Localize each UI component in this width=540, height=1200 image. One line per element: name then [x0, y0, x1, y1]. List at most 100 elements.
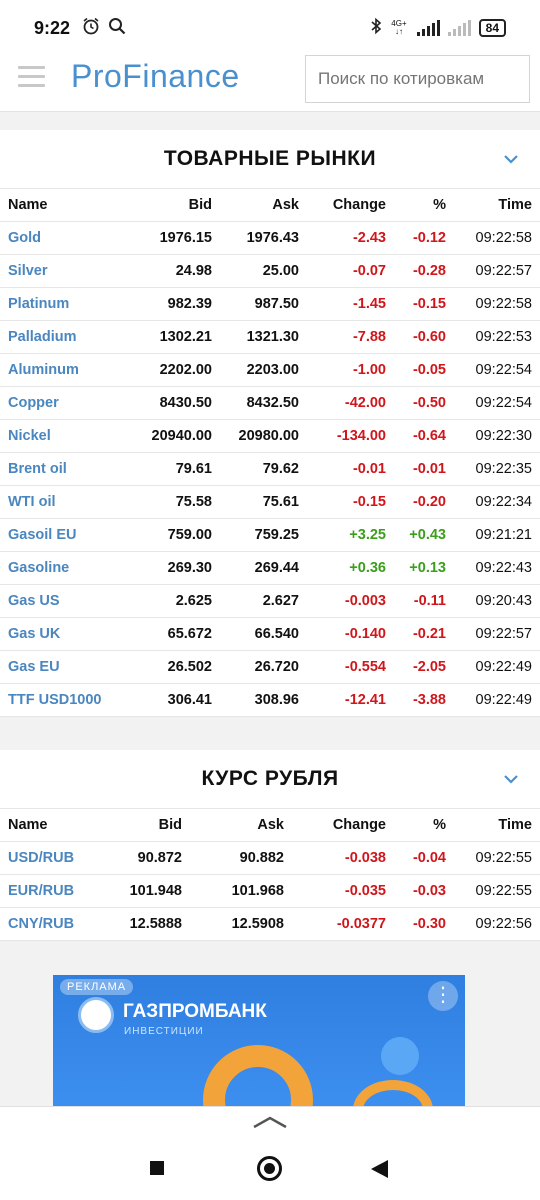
table-row[interactable]: Gas US 2.625 2.627 -0.003 -0.11 09:20:43: [0, 584, 540, 618]
percent-value: +0.43: [386, 518, 446, 552]
ad-banner[interactable]: РЕКЛАМА ГАЗПРОМБАНК ИНВЕСТИЦИИ ⋮: [53, 975, 465, 1110]
column-header[interactable]: Bid: [120, 188, 212, 222]
table-row[interactable]: Platinum 982.39 987.50 -1.45 -0.15 09:22:58: [0, 287, 540, 321]
bid-value: 26.502: [120, 650, 212, 684]
menu-icon[interactable]: [18, 66, 45, 88]
system-navigation-bar: [0, 1106, 540, 1200]
table-row[interactable]: Copper 8430.50 8432.50 -42.00 -0.50 09:22:54: [0, 386, 540, 420]
percent-value: -0.50: [386, 386, 446, 420]
table-row[interactable]: EUR/RUB 101.948 101.968 -0.035 -0.03 09:22:55: [0, 874, 540, 908]
table-row[interactable]: Gas UK 65.672 66.540 -0.140 -0.21 09:22:57: [0, 617, 540, 651]
home-icon[interactable]: [257, 1156, 282, 1181]
table-row[interactable]: Brent oil 79.61 79.62 -0.01 -0.01 09:22:35: [0, 452, 540, 486]
instrument-name[interactable]: CNY/RUB: [0, 907, 90, 941]
column-header[interactable]: Name: [0, 188, 120, 222]
network-type: 4G+ ↓↑: [391, 19, 407, 36]
instrument-name[interactable]: Aluminum: [0, 353, 120, 387]
search-input[interactable]: [305, 55, 530, 103]
instrument-name[interactable]: Gas UK: [0, 617, 120, 651]
change-value: -0.035: [284, 874, 386, 908]
change-value: +0.36: [299, 551, 386, 585]
bid-value: 2202.00: [120, 353, 212, 387]
column-header[interactable]: Name: [0, 808, 90, 842]
table-row[interactable]: Gas EU 26.502 26.720 -0.554 -2.05 09:22:49: [0, 650, 540, 684]
instrument-name[interactable]: Gasoil EU: [0, 518, 120, 552]
change-value: -1.00: [299, 353, 386, 387]
app-header: ProFinance: [0, 46, 540, 112]
section-title: ТОВАРНЫЕ РЫНКИ: [0, 130, 540, 188]
time-value: 09:22:49: [446, 683, 540, 717]
bid-value: 306.41: [120, 683, 212, 717]
change-value: -0.003: [299, 584, 386, 618]
ask-value: 759.25: [212, 518, 299, 552]
table-row[interactable]: TTF USD1000 306.41 308.96 -12.41 -3.88 09:22:…: [0, 683, 540, 717]
percent-value: -0.03: [386, 874, 446, 908]
ad-tag: РЕКЛАМА: [60, 979, 134, 995]
time-value: 09:22:58: [446, 287, 540, 321]
ask-value: 1976.43: [212, 221, 299, 255]
ask-value: 12.5908: [182, 907, 284, 941]
table-row[interactable]: Gold 1976.15 1976.43 -2.43 -0.12 09:22:58: [0, 221, 540, 255]
instrument-name[interactable]: Silver: [0, 254, 120, 288]
table-row[interactable]: CNY/RUB 12.5888 12.5908 -0.0377 -0.30 09:22:5…: [0, 907, 540, 941]
ruble-table: Name Bid Ask Change % Time USD/RUB 90.872…: [0, 808, 540, 941]
bid-value: 982.39: [120, 287, 212, 321]
column-header[interactable]: %: [386, 808, 446, 842]
column-header[interactable]: Time: [446, 188, 540, 222]
instrument-name[interactable]: Gold: [0, 221, 120, 255]
column-header[interactable]: Change: [299, 188, 386, 222]
chevron-up-icon[interactable]: [252, 1115, 288, 1129]
column-header[interactable]: %: [386, 188, 446, 222]
time-value: 09:22:34: [446, 485, 540, 519]
bid-value: 1302.21: [120, 320, 212, 354]
instrument-name[interactable]: Brent oil: [0, 452, 120, 486]
table-row[interactable]: Gasoline 269.30 269.44 +0.36 +0.13 09:22:43: [0, 551, 540, 585]
instrument-name[interactable]: Gas US: [0, 584, 120, 618]
more-options-icon[interactable]: ⋮: [428, 981, 458, 1011]
ad-graphic: [203, 1045, 313, 1110]
commodities-card: ТОВАРНЫЕ РЫНКИ Name Bid Ask Change % Tim…: [0, 130, 540, 717]
instrument-name[interactable]: Gasoline: [0, 551, 120, 585]
table-row[interactable]: Palladium 1302.21 1321.30 -7.88 -0.60 09:22:5…: [0, 320, 540, 354]
instrument-name[interactable]: Copper: [0, 386, 120, 420]
column-header[interactable]: Ask: [212, 188, 299, 222]
bid-value: 90.872: [90, 841, 182, 875]
time-value: 09:22:58: [446, 221, 540, 255]
search-icon: [108, 17, 126, 40]
table-row[interactable]: Aluminum 2202.00 2203.00 -1.00 -0.05 09:22:54: [0, 353, 540, 387]
table-row[interactable]: Nickel 20940.00 20980.00 -134.00 -0.64 09:22:…: [0, 419, 540, 453]
ask-value: 25.00: [212, 254, 299, 288]
column-header[interactable]: Ask: [182, 808, 284, 842]
instrument-name[interactable]: WTI oil: [0, 485, 120, 519]
instrument-name[interactable]: EUR/RUB: [0, 874, 90, 908]
instrument-name[interactable]: Nickel: [0, 419, 120, 453]
time-value: 09:22:54: [446, 353, 540, 387]
time-value: 09:20:43: [446, 584, 540, 618]
instrument-name[interactable]: TTF USD1000: [0, 683, 120, 717]
back-icon[interactable]: [371, 1160, 388, 1178]
instrument-name[interactable]: Palladium: [0, 320, 120, 354]
table-row[interactable]: Silver 24.98 25.00 -0.07 -0.28 09:22:57: [0, 254, 540, 288]
bid-value: 101.948: [90, 874, 182, 908]
ad-subtitle: ИНВЕСТИЦИИ: [124, 1026, 204, 1037]
logo[interactable]: ProFinance: [71, 58, 240, 94]
bid-value: 65.672: [120, 617, 212, 651]
percent-value: -0.20: [386, 485, 446, 519]
ask-value: 308.96: [212, 683, 299, 717]
column-header[interactable]: Time: [446, 808, 540, 842]
chevron-down-icon[interactable]: [504, 772, 518, 786]
ask-value: 79.62: [212, 452, 299, 486]
percent-value: -2.05: [386, 650, 446, 684]
column-header[interactable]: Bid: [90, 808, 182, 842]
recents-icon[interactable]: [150, 1161, 164, 1175]
column-header[interactable]: Change: [284, 808, 386, 842]
instrument-name[interactable]: Gas EU: [0, 650, 120, 684]
chevron-down-icon[interactable]: [504, 152, 518, 166]
instrument-name[interactable]: USD/RUB: [0, 841, 90, 875]
table-row[interactable]: WTI oil 75.58 75.61 -0.15 -0.20 09:22:34: [0, 485, 540, 519]
table-row[interactable]: USD/RUB 90.872 90.882 -0.038 -0.04 09:22:55: [0, 841, 540, 875]
alarm-icon: [82, 17, 100, 40]
table-row[interactable]: Gasoil EU 759.00 759.25 +3.25 +0.43 09:21:21: [0, 518, 540, 552]
change-value: -0.15: [299, 485, 386, 519]
instrument-name[interactable]: Platinum: [0, 287, 120, 321]
